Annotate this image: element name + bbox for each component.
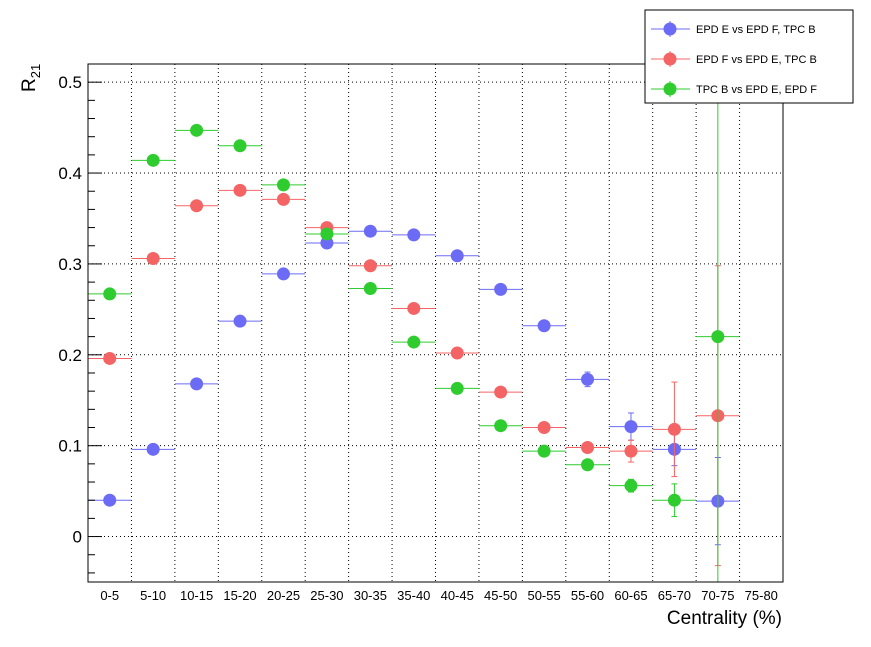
data-point — [581, 372, 595, 386]
data-point — [624, 479, 638, 493]
data-point — [276, 192, 290, 206]
data-point — [320, 227, 334, 241]
legend-box — [644, 9, 854, 104]
y-tick-label: 0.3 — [58, 255, 82, 274]
data-point — [624, 444, 638, 458]
y-tick-label: 0 — [73, 528, 82, 547]
x-tick-label: 30-35 — [354, 588, 387, 603]
data-point — [146, 442, 160, 456]
x-tick-label: 75-80 — [745, 588, 778, 603]
legend: EPD E vs EPD F, TPC B EPD F vs EPD E, TPC… — [644, 9, 854, 104]
data-point — [233, 183, 247, 197]
series-layer — [88, 64, 740, 582]
data-point — [667, 422, 681, 436]
legend-entry-3: TPC B vs EPD E, EPD F — [651, 81, 817, 97]
y-tick-label: 0.2 — [58, 346, 82, 365]
data-point — [363, 259, 377, 273]
data-point — [581, 441, 595, 455]
data-point — [537, 444, 551, 458]
x-axis-label: Centrality (%) — [667, 608, 782, 629]
data-point — [103, 287, 117, 301]
legend-entry-2: EPD F vs EPD E, TPC B — [651, 51, 817, 67]
data-point — [363, 281, 377, 295]
legend-marker — [663, 22, 677, 36]
x-tick-label: 35-40 — [397, 588, 430, 603]
data-point — [450, 381, 464, 395]
data-point — [494, 282, 508, 296]
y-tick-label: 0.4 — [58, 164, 82, 183]
data-point — [276, 178, 290, 192]
data-point — [103, 493, 117, 507]
x-tick-label: 0-5 — [100, 588, 119, 603]
x-tick-label: 40-45 — [441, 588, 474, 603]
x-tick-label: 5-10 — [140, 588, 166, 603]
data-point — [450, 346, 464, 360]
legend-label: EPD F vs EPD E, TPC B — [696, 54, 817, 66]
data-point — [624, 420, 638, 434]
data-point — [581, 458, 595, 472]
x-tick-label: 20-25 — [267, 588, 300, 603]
axis-ticks: 0 0.1 0.2 0.3 0.4 0.5 0-5 5-10 10-15 15-20 20-25 25… — [58, 73, 778, 603]
data-point — [494, 419, 508, 433]
x-tick-label: 45-50 — [484, 588, 517, 603]
data-point — [450, 249, 464, 263]
data-point — [233, 314, 247, 328]
x-tick-label: 60-65 — [614, 588, 647, 603]
x-tick-label: 10-15 — [180, 588, 213, 603]
data-point — [190, 199, 204, 213]
y-axis-label-main: R — [19, 78, 40, 92]
plot-frame — [87, 63, 784, 583]
y-tick-label: 0.5 — [58, 73, 82, 92]
data-point — [146, 251, 160, 265]
x-tick-label: 50-55 — [527, 588, 560, 603]
data-point — [537, 421, 551, 435]
data-point — [667, 493, 681, 507]
data-point — [320, 236, 334, 250]
axes — [87, 63, 784, 583]
data-point — [537, 319, 551, 333]
data-point — [103, 351, 117, 365]
series-3 — [88, 64, 740, 582]
legend-entry-1: EPD E vs EPD F, TPC B — [651, 21, 816, 37]
legend-label: TPC B vs EPD E, EPD F — [696, 84, 817, 96]
data-point — [233, 139, 247, 153]
data-point — [363, 224, 377, 238]
x-tick-label: 65-70 — [658, 588, 691, 603]
y-axis-label: R21 — [19, 64, 43, 92]
data-point — [407, 228, 421, 242]
data-point — [276, 267, 290, 281]
x-tick-label: 70-75 — [701, 588, 734, 603]
data-point — [407, 301, 421, 315]
y-axis-label-subscript: 21 — [28, 64, 43, 78]
data-point — [407, 335, 421, 349]
data-point — [711, 330, 725, 344]
data-point — [190, 377, 204, 391]
x-tick-label: 55-60 — [571, 588, 604, 603]
legend-label: EPD E vs EPD F, TPC B — [696, 24, 816, 36]
data-point — [494, 385, 508, 399]
x-tick-label: 25-30 — [310, 588, 343, 603]
legend-marker — [663, 52, 677, 66]
data-point — [190, 123, 204, 137]
data-point — [146, 153, 160, 167]
legend-marker — [663, 82, 677, 96]
y-tick-label: 0.1 — [58, 437, 82, 456]
series-1 — [88, 224, 740, 546]
x-tick-label: 15-20 — [223, 588, 256, 603]
